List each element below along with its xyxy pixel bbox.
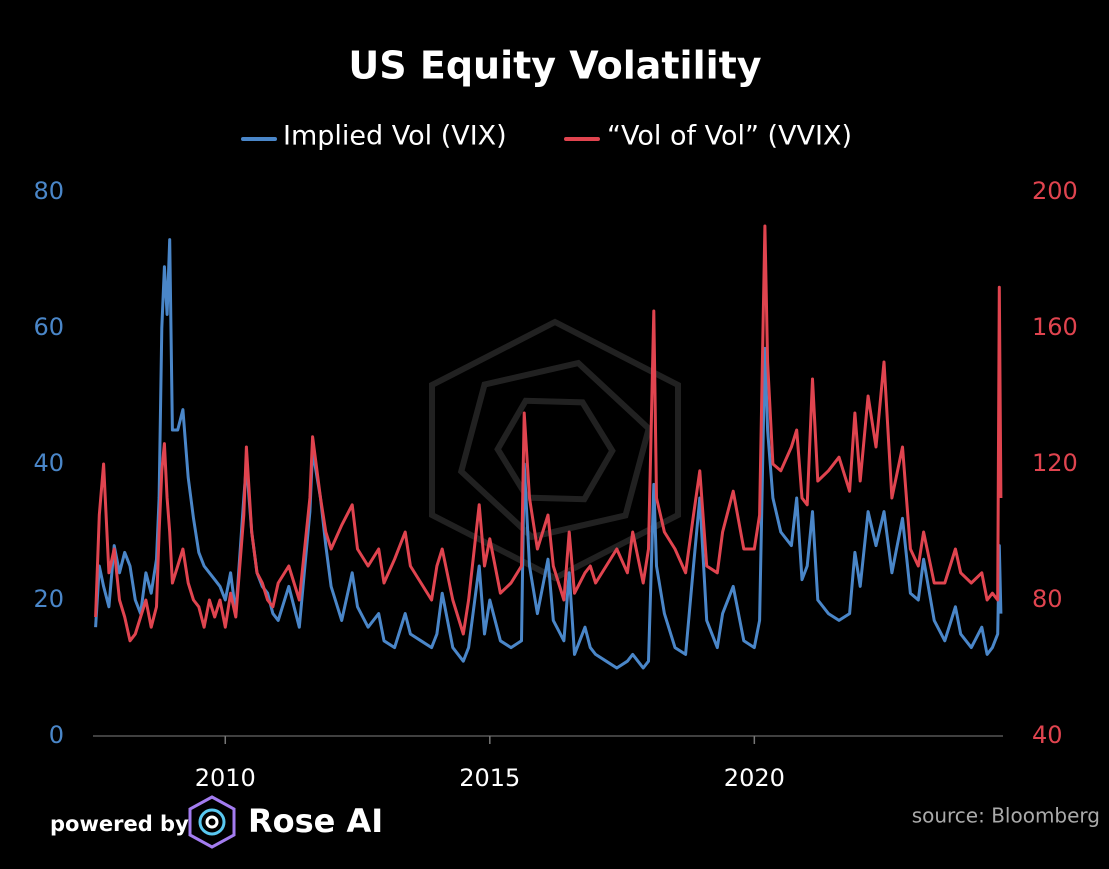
y2-tick-label: 200: [1032, 177, 1078, 205]
source-note: source: Bloomberg: [912, 804, 1100, 828]
brand-logo: [188, 795, 236, 849]
branding-name: Rose AI: [248, 802, 383, 840]
y-tick-label: 80: [33, 177, 64, 205]
y2-tick-label: 120: [1032, 449, 1078, 477]
y-tick-label: 60: [33, 313, 64, 341]
x-tick-label: 2010: [195, 764, 256, 792]
x-tick-label: 2015: [459, 764, 520, 792]
series-line: [94, 224, 1003, 643]
chart-title: US Equity Volatility: [348, 44, 761, 88]
legend-label: “Vol of Vol” (VVIX): [607, 121, 852, 152]
watermark: [429, 318, 681, 582]
y2-tick-label: 160: [1032, 313, 1078, 341]
legend-label: Implied Vol (VIX): [283, 121, 507, 152]
series-line: [94, 238, 1003, 670]
x-tick-label: 2020: [724, 764, 785, 792]
branding-prefix: powered by: [50, 812, 189, 836]
y2-tick-label: 40: [1032, 721, 1063, 749]
y-tick-label: 40: [33, 449, 64, 477]
y2-tick-label: 80: [1032, 585, 1063, 613]
y-tick-label: 0: [49, 721, 64, 749]
y-tick-label: 20: [33, 585, 64, 613]
